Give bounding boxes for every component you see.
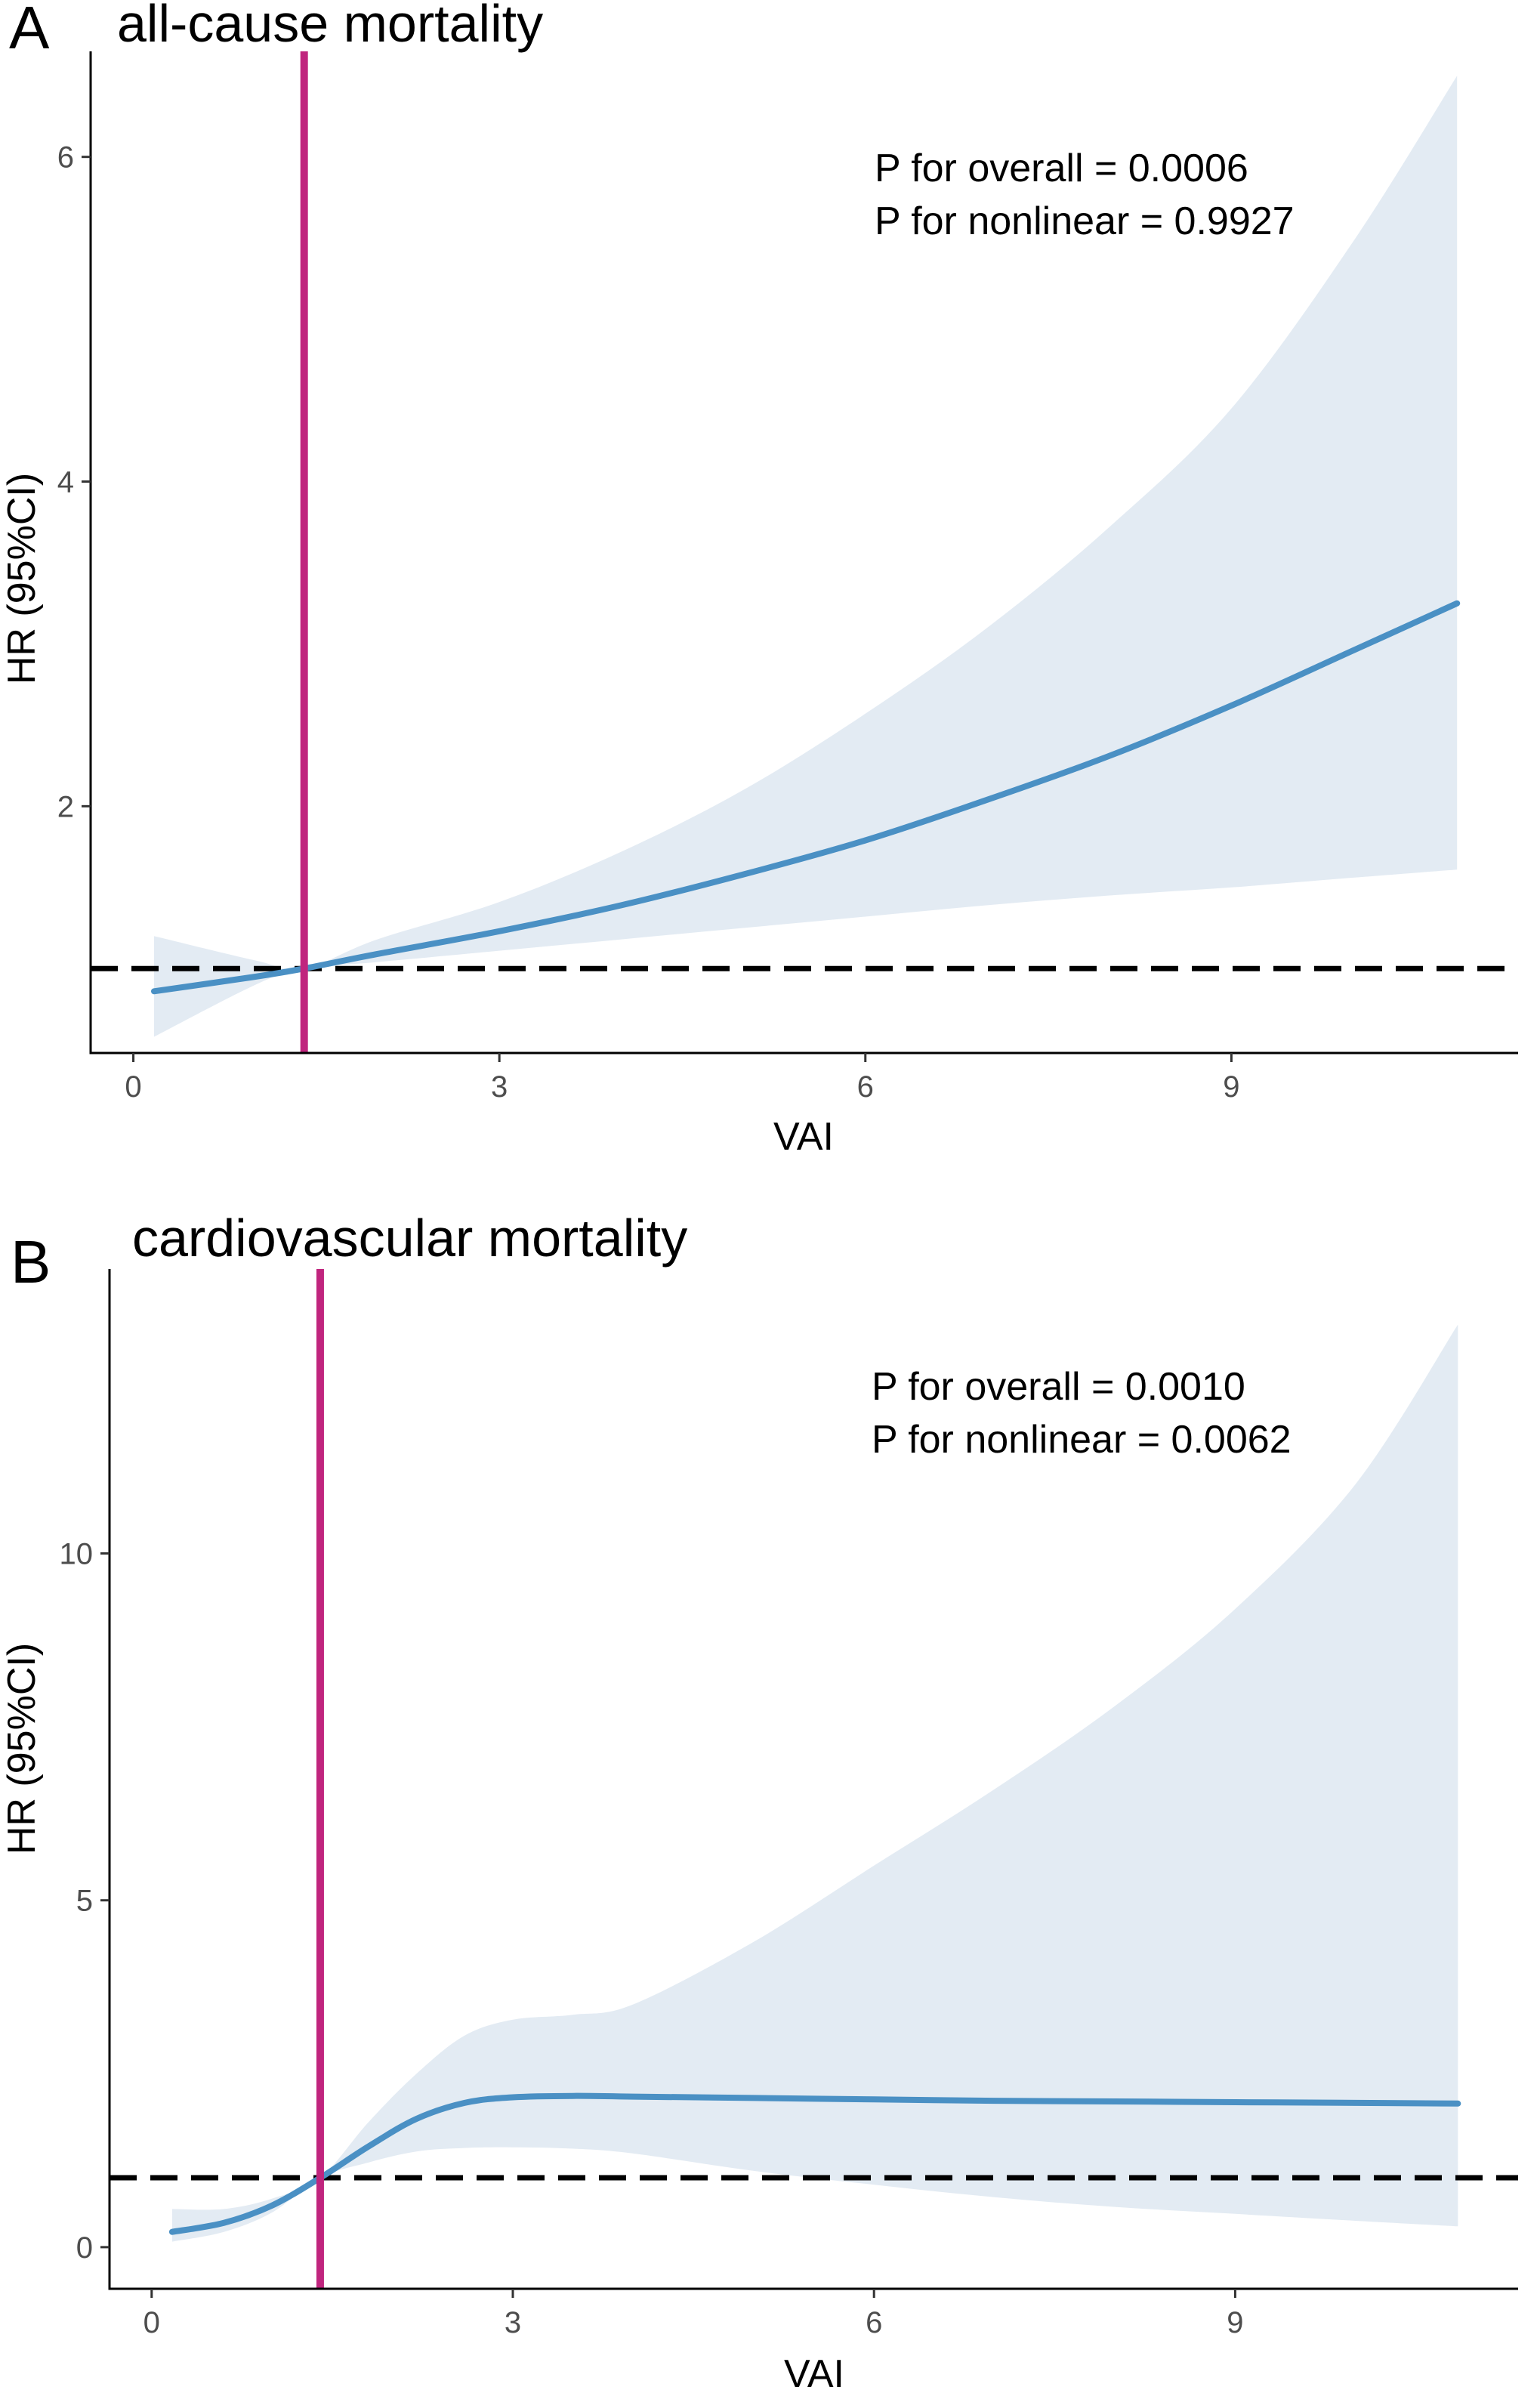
panel-a: A all-cause mortality 0 3 6 9 2 4 6 VAI HR (95…: [0, 0, 1518, 1159]
hr-line: [151, 600, 1461, 995]
panel-a-ticks: 0 3 6 9 2 4 6: [57, 141, 1240, 1104]
panel-a-ci-band: [154, 76, 1458, 1037]
x-tick-label: 3: [505, 2306, 521, 2339]
panel-b-letter: B: [11, 1228, 51, 1295]
panel-b-x-axis-title: VAI: [784, 2352, 844, 2390]
panel-a-axes: [89, 51, 1518, 1055]
x-tick-label: 6: [866, 2306, 882, 2339]
panel-b-title: cardiovascular mortality: [132, 1209, 687, 1268]
panel-a-x-axis-title: VAI: [773, 1115, 834, 1159]
y-tick-label: 0: [76, 2231, 93, 2265]
ci-band: [154, 76, 1458, 1037]
panel-a-hr-curve: [151, 600, 1461, 995]
y-tick-label: 6: [57, 141, 74, 174]
panel-b-ci-band: [171, 1324, 1458, 2242]
panel-b-p-overall: P for overall = 0.0010: [872, 1365, 1245, 1409]
panel-a-letter: A: [9, 0, 50, 61]
y-tick-label: 4: [57, 466, 74, 499]
x-tick-label: 9: [1227, 2306, 1243, 2339]
panel-a-p-nonlinear: P for nonlinear = 0.9927: [875, 199, 1295, 243]
x-tick-label: 0: [144, 2306, 160, 2339]
x-tick-label: 9: [1223, 1070, 1239, 1104]
y-tick-label: 2: [57, 790, 74, 823]
ci-band: [171, 1324, 1458, 2242]
panel-b-y-axis-title: HR (95%CI): [0, 1643, 44, 1854]
y-tick-label: 10: [60, 1538, 94, 1571]
x-tick-label: 0: [125, 1070, 141, 1104]
x-tick-label: 3: [491, 1070, 508, 1104]
panel-a-y-axis-title: HR (95%CI): [0, 473, 44, 684]
panel-a-p-overall: P for overall = 0.0006: [875, 147, 1248, 190]
panel-b-ticks: 0 3 6 9 0 5 10: [60, 1538, 1244, 2339]
y-tick-label: 5: [76, 1885, 93, 1918]
x-tick-label: 6: [857, 1070, 874, 1104]
panel-b-p-nonlinear: P for nonlinear = 0.0062: [872, 1418, 1292, 1462]
panel-b-axes: [108, 1269, 1518, 2290]
panel-a-title: all-cause mortality: [117, 0, 543, 53]
